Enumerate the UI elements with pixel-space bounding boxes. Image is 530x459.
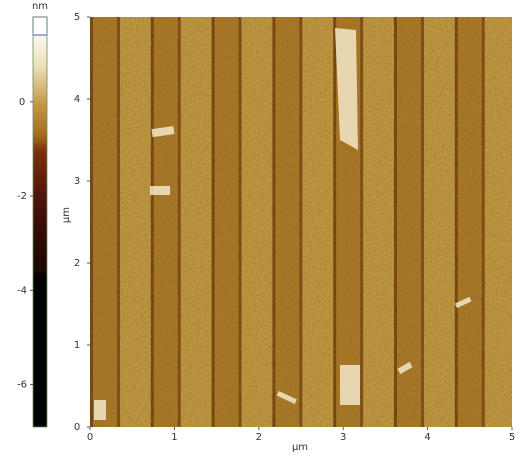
x-tick-label: 5: [509, 432, 515, 443]
colorbar-tick-label: -4: [17, 285, 27, 296]
y-tick-label: 3: [74, 176, 80, 187]
x-tick-label: 1: [171, 432, 177, 443]
y-tick-label: 2: [74, 258, 80, 269]
afm-image: [90, 17, 512, 427]
x-axis-label: μm: [292, 442, 308, 453]
colorbar-tick-label: 0: [19, 97, 25, 108]
bright-features: [94, 28, 472, 420]
colorbar-border: [32, 16, 48, 428]
colorbar-tick-label: -6: [17, 380, 27, 391]
y-tick-label: 1: [74, 340, 80, 351]
y-tick-label: 5: [74, 12, 80, 23]
x-tick-label: 3: [340, 432, 346, 443]
y-tick-label: 0: [74, 422, 80, 433]
y-axis-label: μm: [61, 207, 72, 223]
x-tick-label: 4: [424, 432, 430, 443]
x-tick-label: 2: [256, 432, 262, 443]
y-tick-label: 4: [74, 94, 80, 105]
colorbar-cap: [32, 16, 48, 36]
colorbar: [33, 17, 47, 427]
colorbar-label: nm: [32, 1, 48, 12]
colorbar-tick-label: -2: [17, 191, 27, 202]
x-tick-label: 0: [87, 432, 93, 443]
